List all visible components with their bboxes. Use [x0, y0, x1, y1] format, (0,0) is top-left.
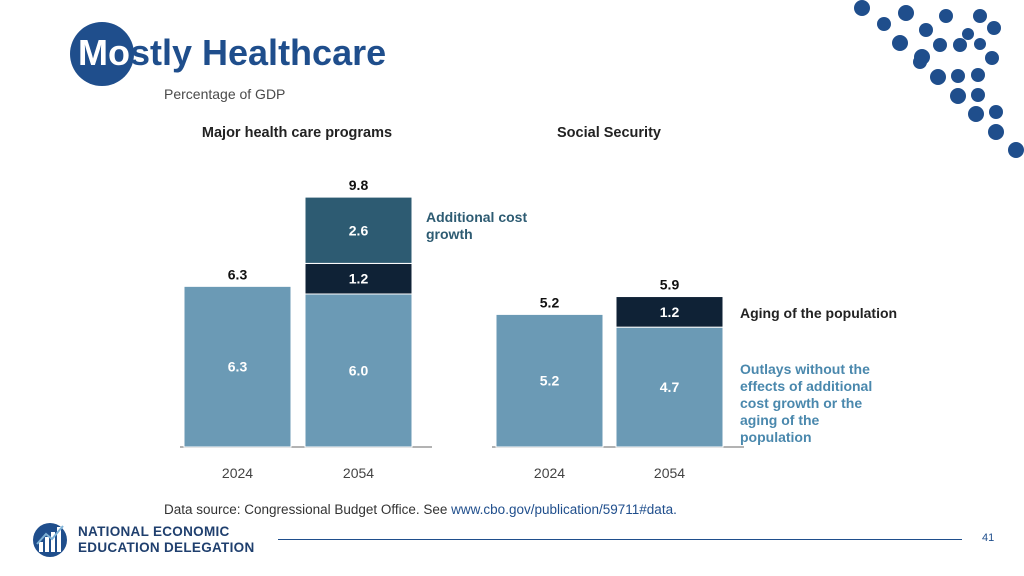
segment-label: 4.7 — [660, 379, 680, 395]
annotation-aging: Aging of the population — [740, 305, 897, 321]
total-label: 9.8 — [349, 177, 369, 193]
segment-label: 1.2 — [660, 304, 680, 320]
footer-divider — [278, 539, 962, 540]
decorative-dot — [953, 38, 967, 52]
decorative-dot — [968, 106, 984, 122]
page-title-prefix: Mo — [78, 32, 130, 73]
decorative-dot — [930, 69, 946, 85]
decorative-dot — [939, 9, 953, 23]
decorative-dot — [987, 21, 1001, 35]
total-label: 6.3 — [228, 266, 248, 282]
chart-title: Social Security — [557, 125, 661, 141]
decorative-dot — [919, 23, 933, 37]
bar-segment — [183, 285, 292, 448]
bar-segment — [495, 313, 604, 448]
chart-title: Major health care programs — [202, 125, 392, 141]
decorative-dot — [913, 55, 927, 69]
decorative-dot — [971, 68, 985, 82]
chart-area: Major health care programs 6.3 6.3 2024 6.0 1… — [180, 125, 897, 481]
bar-segment — [304, 196, 413, 264]
x-tick-label: 2054 — [654, 465, 685, 481]
page-number: 41 — [982, 532, 995, 544]
segment-label: 2.6 — [349, 222, 369, 238]
decorative-dot — [898, 5, 914, 21]
segment-label: 6.3 — [228, 359, 248, 375]
total-label: 5.2 — [540, 294, 560, 310]
source-prefix: Data source: Congressional Budget Office… — [164, 502, 452, 517]
decorative-dot — [989, 105, 1003, 119]
decorative-dot — [974, 38, 986, 50]
logo-icon — [33, 523, 67, 557]
logo-text: NATIONAL ECONOMIC EDUCATION DELEGATION — [78, 524, 255, 556]
decorative-dot — [950, 88, 966, 104]
segment-label: 5.2 — [540, 373, 560, 389]
annotation-cost-growth: Additional cost growth — [426, 209, 527, 242]
decorative-dot — [951, 69, 965, 83]
source-link[interactable]: www.cbo.gov/publication/59711#data. — [451, 502, 677, 517]
total-label: 5.9 — [660, 277, 680, 293]
decorative-dot — [1008, 142, 1024, 158]
x-tick-label: 2054 — [343, 465, 374, 481]
bar-segment — [615, 296, 724, 328]
x-tick-label: 2024 — [222, 465, 253, 481]
decorative-dot — [988, 124, 1004, 140]
bar-segment — [304, 293, 413, 448]
decorative-dot — [854, 0, 870, 16]
data-source: Data source: Congressional Budget Office… — [164, 502, 677, 517]
decorative-dot — [962, 28, 974, 40]
bar-segment — [615, 326, 724, 448]
segment-label: 6.0 — [349, 363, 369, 379]
bar-segment — [304, 262, 413, 295]
page-title-rest: stly Healthcare — [129, 32, 387, 73]
decorative-dot — [985, 51, 999, 65]
decorative-dot — [973, 9, 987, 23]
decorative-dot — [971, 88, 985, 102]
decorative-dot — [877, 17, 891, 31]
annotation-outlays: Outlays without the effects of additional… — [740, 361, 872, 445]
logo-line-1: NATIONAL ECONOMIC — [78, 524, 230, 539]
decorative-dot — [933, 38, 947, 52]
logo-line-2: EDUCATION DELEGATION — [78, 540, 255, 555]
decorative-dots — [854, 0, 1024, 158]
chart-subtitle: Percentage of GDP — [164, 86, 286, 102]
page-title: Mostly Healthcare — [78, 30, 386, 76]
segment-label: 1.2 — [349, 271, 369, 287]
title-badge — [70, 22, 134, 86]
decorative-dot — [892, 35, 908, 51]
x-tick-label: 2024 — [534, 465, 565, 481]
